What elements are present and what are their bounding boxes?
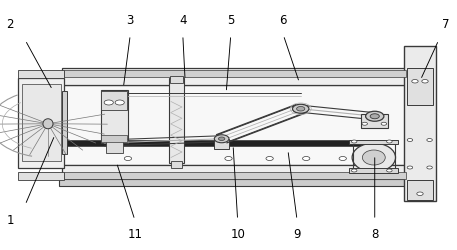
Text: 9: 9 xyxy=(293,228,301,241)
Bar xyxy=(18,172,64,180)
Text: 6: 6 xyxy=(280,14,287,26)
Circle shape xyxy=(387,169,392,172)
Text: 11: 11 xyxy=(128,228,142,241)
Bar xyxy=(106,141,123,152)
Circle shape xyxy=(292,104,309,113)
Circle shape xyxy=(407,166,413,169)
Bar xyxy=(59,178,407,186)
Circle shape xyxy=(427,166,432,169)
Circle shape xyxy=(297,106,305,111)
Circle shape xyxy=(303,156,310,160)
Circle shape xyxy=(417,192,423,196)
Bar xyxy=(62,68,407,85)
Circle shape xyxy=(225,156,232,160)
Circle shape xyxy=(381,122,387,125)
Bar xyxy=(361,114,388,128)
Bar xyxy=(18,78,64,168)
Text: 4: 4 xyxy=(179,14,186,26)
Text: 3: 3 xyxy=(127,14,134,26)
Circle shape xyxy=(115,100,124,105)
Text: 2: 2 xyxy=(6,18,14,32)
Circle shape xyxy=(214,135,229,143)
Text: 8: 8 xyxy=(371,228,378,241)
Bar xyxy=(170,76,183,83)
Bar xyxy=(404,46,436,201)
Circle shape xyxy=(422,80,428,83)
Circle shape xyxy=(370,114,379,119)
Circle shape xyxy=(351,169,357,172)
Bar xyxy=(101,90,128,142)
Bar xyxy=(18,70,64,78)
Bar xyxy=(214,138,229,148)
Text: 10: 10 xyxy=(230,228,245,241)
Circle shape xyxy=(407,138,413,141)
Circle shape xyxy=(218,137,225,140)
Bar xyxy=(101,91,127,110)
Circle shape xyxy=(362,122,367,125)
Text: 7: 7 xyxy=(442,18,449,32)
Text: 5: 5 xyxy=(227,14,234,26)
Ellipse shape xyxy=(352,143,395,172)
Bar xyxy=(407,68,433,105)
Bar xyxy=(171,161,182,168)
Circle shape xyxy=(124,156,132,160)
Bar xyxy=(62,85,407,165)
Bar xyxy=(169,78,184,162)
Circle shape xyxy=(387,140,392,143)
Bar xyxy=(62,165,407,182)
Bar xyxy=(64,70,406,77)
Circle shape xyxy=(427,138,432,141)
Bar xyxy=(22,84,61,161)
Ellipse shape xyxy=(43,119,53,129)
Circle shape xyxy=(339,156,346,160)
Bar xyxy=(349,168,398,172)
Circle shape xyxy=(266,156,273,160)
Circle shape xyxy=(170,156,177,160)
Circle shape xyxy=(351,140,357,143)
Circle shape xyxy=(104,100,113,105)
Bar xyxy=(64,140,384,145)
Bar xyxy=(407,180,433,200)
Text: 1: 1 xyxy=(6,214,14,226)
Bar xyxy=(62,91,67,154)
Bar xyxy=(101,135,127,142)
Ellipse shape xyxy=(362,150,385,165)
Circle shape xyxy=(366,111,384,121)
Bar xyxy=(349,140,398,144)
Bar xyxy=(353,140,395,170)
Bar xyxy=(64,172,406,179)
Circle shape xyxy=(412,80,418,83)
